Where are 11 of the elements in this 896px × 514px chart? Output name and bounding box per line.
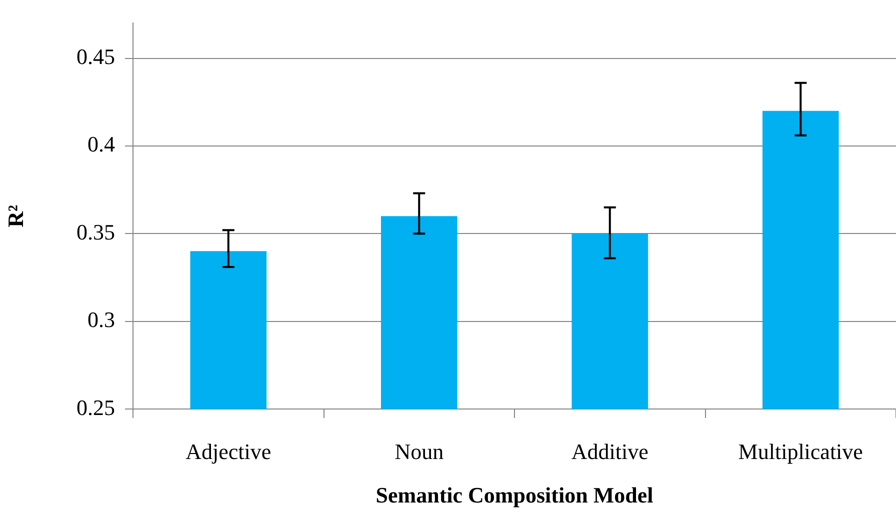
y-tick-label: 0.25 xyxy=(76,394,115,420)
y-axis-title: R² xyxy=(2,204,28,228)
y-tick-label: 0.3 xyxy=(88,307,115,332)
x-tick-label: Additive xyxy=(571,438,648,464)
x-axis-title: Semantic Composition Model xyxy=(376,482,654,508)
x-tick-label: Multiplicative xyxy=(738,438,863,464)
y-tick-label: 0.4 xyxy=(88,132,115,157)
x-tick-label: Noun xyxy=(394,438,444,464)
x-tick-label: Adjective xyxy=(186,438,272,464)
y-tick-label: 0.45 xyxy=(76,44,115,70)
y-tick-label: 0.35 xyxy=(76,219,115,244)
